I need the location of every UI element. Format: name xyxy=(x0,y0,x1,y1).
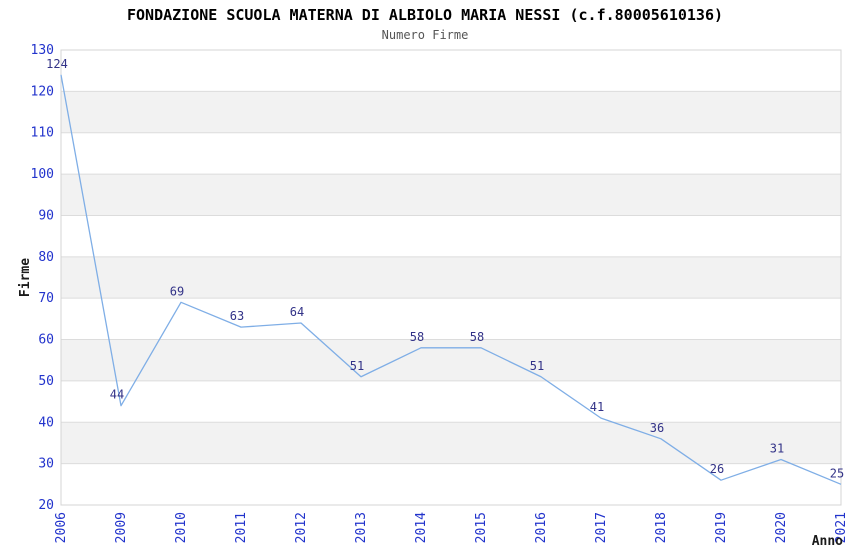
y-axis-tick-label: 80 xyxy=(38,250,54,265)
y-axis-tick-label: 50 xyxy=(38,374,54,389)
x-axis-tick-label: 2019 xyxy=(714,512,729,543)
x-axis-tick-label: 2021 xyxy=(834,512,849,543)
data-label: 64 xyxy=(290,305,304,319)
plot-band xyxy=(61,422,841,464)
y-axis-tick-label: 100 xyxy=(31,167,54,182)
y-axis-tick-label: 70 xyxy=(38,291,54,306)
plot-band xyxy=(61,339,841,381)
x-axis-tick-label: 2011 xyxy=(234,512,249,543)
y-axis-tick-label: 130 xyxy=(31,43,54,58)
data-label: 36 xyxy=(650,421,664,435)
plot-band xyxy=(61,91,841,133)
x-axis-tick-label: 2017 xyxy=(594,512,609,543)
data-label: 25 xyxy=(830,466,844,480)
data-label: 63 xyxy=(230,309,244,323)
x-axis-tick-label: 2018 xyxy=(654,512,669,543)
y-axis-tick-label: 120 xyxy=(31,84,54,99)
y-axis-name: Firme xyxy=(18,258,33,297)
data-label: 51 xyxy=(350,359,364,373)
x-axis-tick-label: 2006 xyxy=(54,512,69,543)
y-axis-tick-label: 20 xyxy=(38,498,54,513)
plot-band xyxy=(61,256,841,299)
x-axis-tick-label: 2014 xyxy=(414,512,429,543)
x-axis-tick-label: 2013 xyxy=(354,512,369,543)
plot-band xyxy=(61,174,841,216)
x-axis-name: Anno xyxy=(812,534,843,549)
y-axis-tick-label: 90 xyxy=(38,208,54,223)
x-axis-tick-label: 2009 xyxy=(114,512,129,543)
data-label: 69 xyxy=(170,284,184,298)
data-label: 51 xyxy=(530,359,544,373)
x-axis-tick-label: 2016 xyxy=(534,512,549,543)
y-axis-tick-label: 110 xyxy=(31,126,54,141)
x-axis-tick-label: 2015 xyxy=(474,512,489,543)
data-label: 44 xyxy=(110,388,124,402)
data-label: 58 xyxy=(470,330,484,344)
x-axis-tick-label: 2010 xyxy=(174,512,189,543)
x-axis-tick-label: 2020 xyxy=(774,512,789,543)
data-label: 58 xyxy=(410,330,424,344)
data-label: 124 xyxy=(46,57,68,71)
y-axis-tick-label: 60 xyxy=(38,333,54,348)
data-label: 31 xyxy=(770,442,784,456)
plot-border xyxy=(60,49,842,506)
data-label: 41 xyxy=(590,400,604,414)
series-line xyxy=(60,74,842,485)
y-axis-tick-label: 30 xyxy=(38,457,54,472)
x-axis-tick-label: 2012 xyxy=(294,512,309,543)
y-axis-tick-label: 40 xyxy=(38,415,54,430)
data-label: 26 xyxy=(710,462,724,476)
